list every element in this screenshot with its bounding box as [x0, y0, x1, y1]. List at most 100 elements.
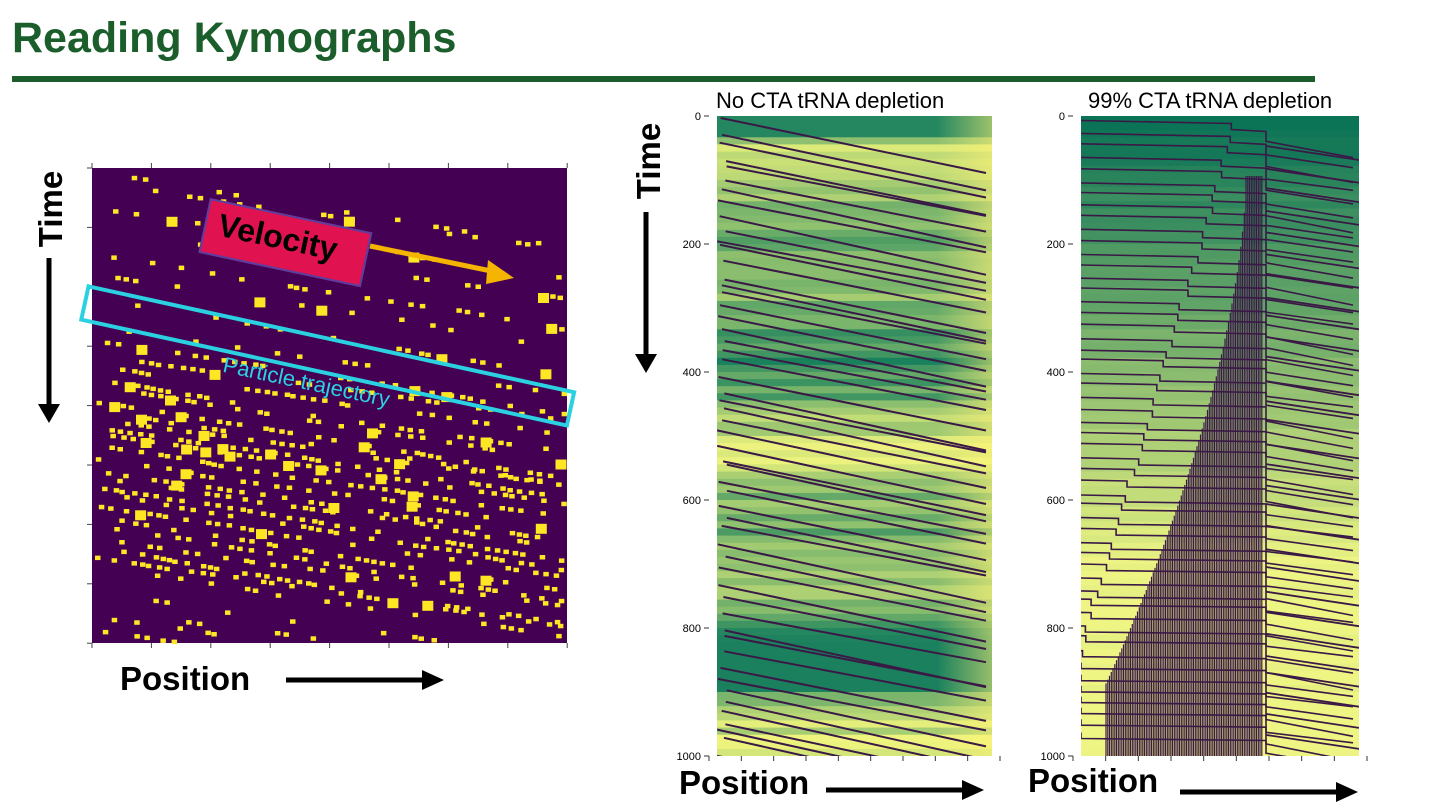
particle-dot [397, 540, 403, 545]
particle-dot [260, 492, 266, 497]
particle-dot [446, 415, 452, 421]
particle-dot [495, 383, 502, 388]
particle-dot [450, 498, 456, 504]
particle-dot [217, 444, 229, 455]
time-down-arrow [38, 258, 60, 423]
particle-dot [207, 565, 214, 570]
particle-dot [166, 557, 173, 563]
particle-dot [183, 550, 189, 555]
particle-dot [499, 506, 505, 511]
particle-dot [293, 285, 300, 291]
trajectory-line [725, 723, 880, 756]
particle-dot [518, 560, 525, 566]
trajectory-line [1081, 253, 1354, 289]
particle-dot [192, 446, 199, 451]
particle-dot [186, 620, 192, 625]
trajectory-line [1265, 272, 1359, 289]
kymograph-heatmap [717, 116, 992, 756]
particle-dot [446, 440, 452, 445]
particle-dot [226, 523, 233, 528]
particle-dot [508, 507, 514, 512]
particle-dot [499, 615, 506, 620]
particle-dot [318, 520, 324, 526]
particle-dot [459, 542, 465, 547]
particle-dot [117, 478, 123, 484]
particle-dot [158, 452, 164, 458]
particle-dot [505, 566, 511, 571]
plot-frame [1081, 119, 1359, 756]
particle-dot [227, 513, 234, 519]
particle-dot [379, 381, 385, 386]
slide-title: Reading Kymographs [12, 14, 457, 62]
particle-dot [472, 420, 478, 425]
particle-dot [213, 566, 220, 572]
particle-dot [334, 523, 340, 529]
particle-dot [306, 382, 313, 387]
particle-dot [437, 519, 444, 524]
particle-dot [183, 517, 189, 522]
particle-dot [416, 411, 423, 416]
particle-dot [492, 556, 499, 562]
trajectory-line [1265, 380, 1359, 397]
particle-dot [153, 598, 159, 604]
particle-dot [349, 218, 355, 223]
particle-dot [350, 542, 356, 548]
particle-dot [561, 501, 567, 507]
trajectory-line [1265, 231, 1359, 248]
particle-dot [558, 598, 565, 604]
particle-dot [423, 481, 429, 486]
particle-dot [274, 484, 280, 489]
particle-dot [243, 558, 250, 564]
particle-dot [412, 634, 418, 640]
particle-dot [425, 352, 431, 358]
particle-dot [358, 442, 370, 453]
particle-dot [155, 362, 162, 368]
particle-dot [518, 627, 524, 633]
particle-dot [221, 358, 227, 363]
particle-dot [513, 567, 519, 573]
particle-dot [394, 476, 401, 482]
particle-dot [130, 436, 136, 442]
particle-dot [233, 575, 239, 580]
particle-dot [178, 265, 185, 271]
particle-dot [506, 442, 512, 447]
particle-dot [434, 400, 440, 405]
particle-dot [253, 448, 260, 453]
particle-dot [430, 323, 436, 328]
trajectory-line [1265, 145, 1359, 161]
particle-dot [523, 540, 530, 545]
particle-dot [133, 212, 140, 217]
particle-dot [323, 466, 329, 472]
particle-dot [166, 466, 172, 471]
particle-dot [166, 216, 178, 227]
trajectory-line [1081, 214, 1354, 253]
particle-dot [513, 476, 519, 482]
particle-dot [483, 514, 489, 520]
trajectory-line [723, 596, 987, 650]
particle-dot [214, 521, 221, 527]
particle-dot [369, 390, 375, 395]
trajectory-line [725, 555, 987, 614]
particle-dot [324, 599, 330, 604]
particle-dot [300, 395, 306, 400]
particle-dot [342, 360, 348, 365]
particle-dot [208, 581, 215, 586]
trajectory-line [1081, 382, 1354, 420]
particle-dot [376, 467, 383, 472]
particle-dot [147, 511, 153, 517]
particle-dot [420, 452, 426, 457]
trajectory-line [1265, 566, 1359, 582]
particle-dot [221, 433, 227, 439]
particle-dot [148, 392, 155, 398]
particle-dot [396, 346, 402, 352]
particle-dot [139, 552, 146, 557]
trajectory-line [1081, 696, 1354, 738]
particle-dot [153, 494, 159, 499]
trajectory-line [1081, 611, 1354, 652]
particle-dot [390, 562, 396, 568]
position-axis-label: Position [120, 660, 251, 697]
particle-dot [197, 394, 203, 399]
trajectory-line [1265, 691, 1359, 708]
particle-dot [366, 595, 372, 600]
trajectory-line [720, 117, 987, 174]
